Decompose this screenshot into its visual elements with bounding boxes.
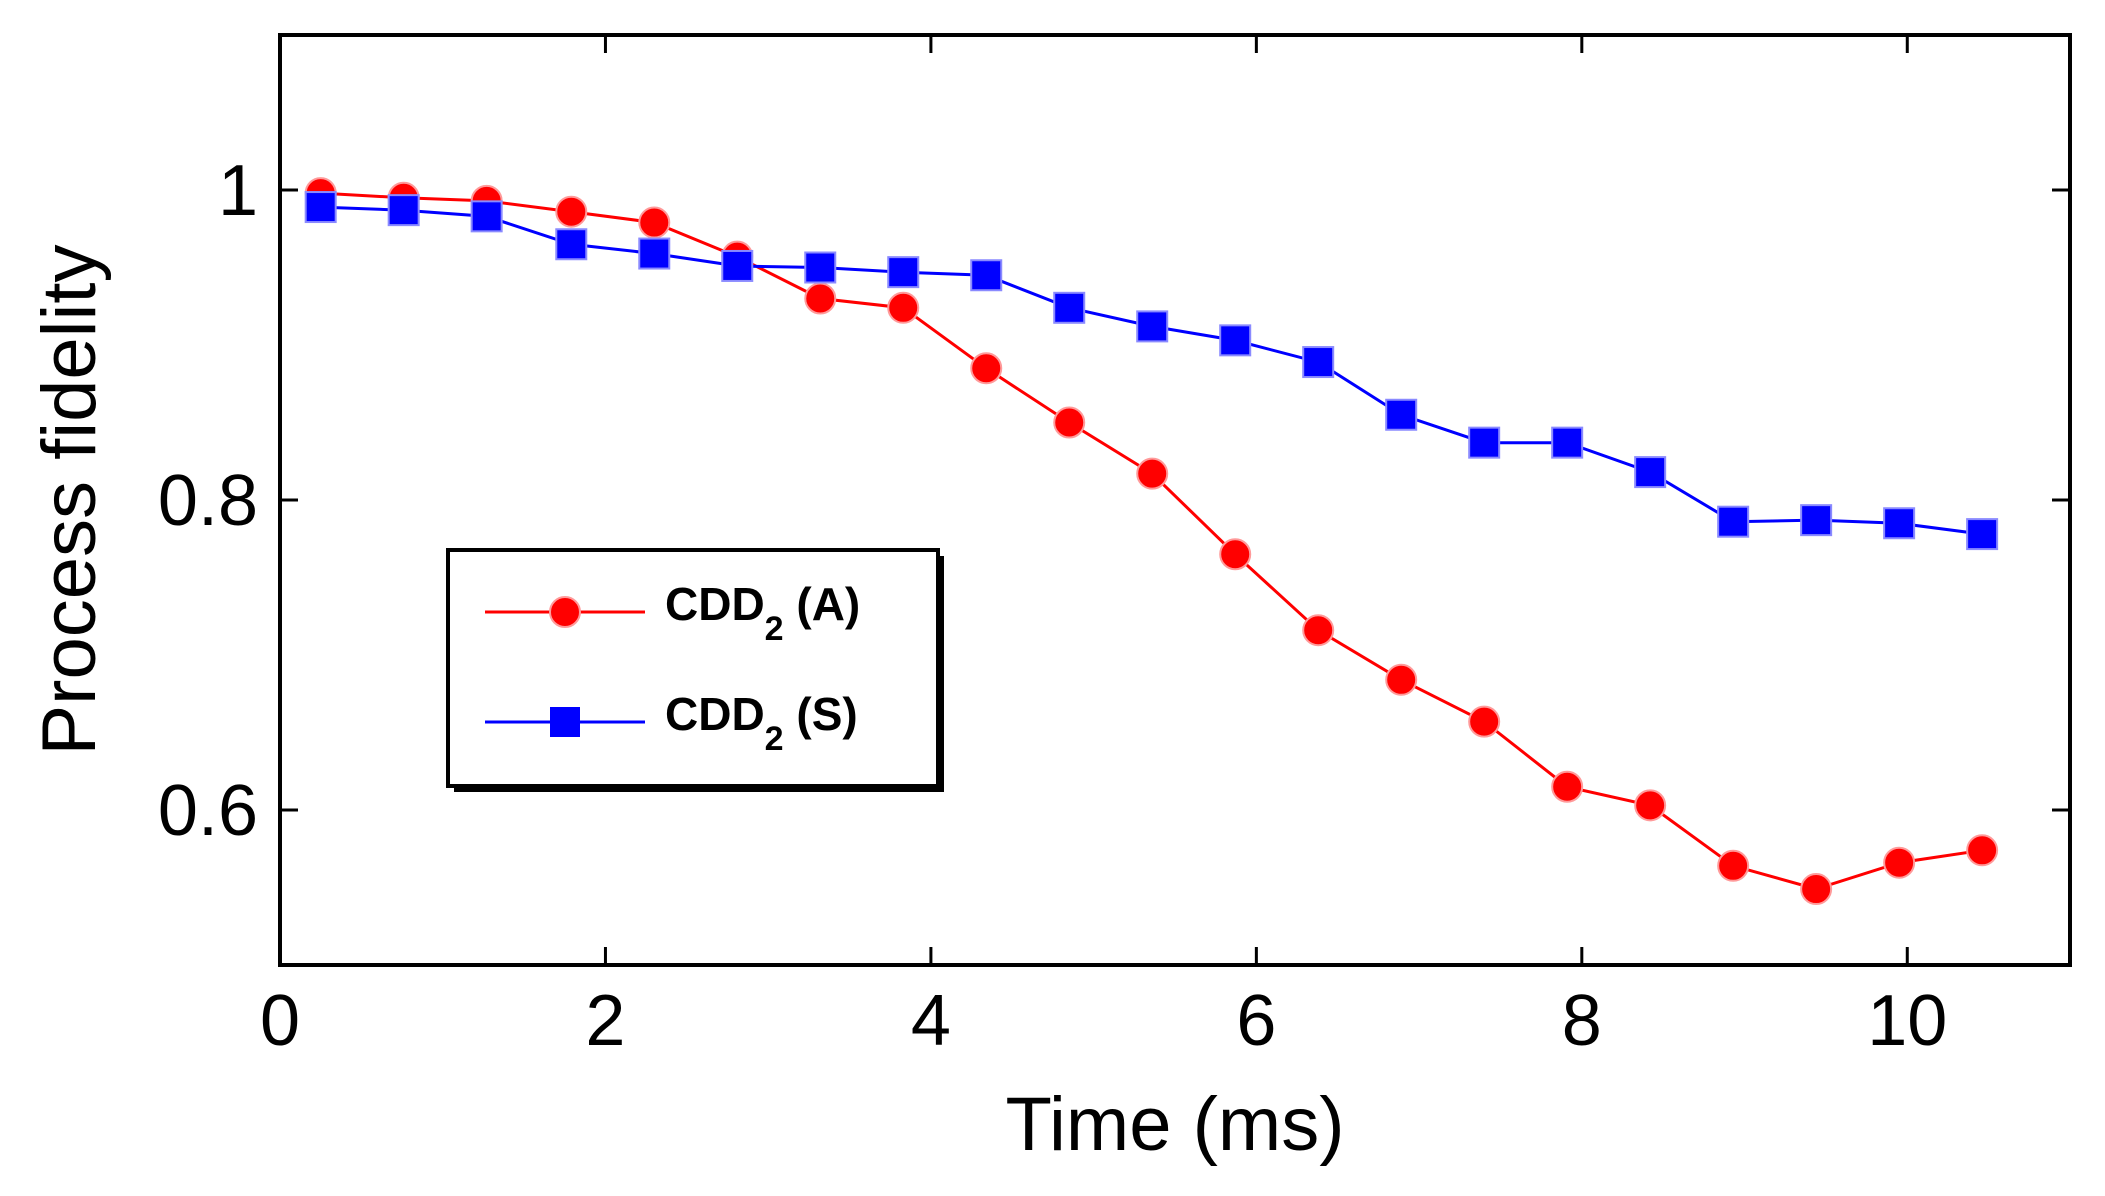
data-point-circle [1468,705,1501,738]
data-point-square [804,251,837,284]
plot-frame [278,33,2072,967]
plot-area [278,33,2072,967]
legend-label: CDD2 (A) [665,578,860,648]
data-point-square [638,237,671,270]
series-layer [304,177,1999,906]
data-point-square [304,191,337,224]
data-point-circle [1136,457,1169,490]
legend-label: CDD2 (S) [665,688,858,758]
data-point-square [555,228,588,261]
data-point-square [1136,310,1169,343]
data-point-circle [1634,789,1667,822]
data-point-circle [970,352,1003,385]
data-point-square [887,256,920,289]
x-tick-label: 10 [1867,981,1947,1061]
data-point-circle [638,206,671,239]
x-tick-label: 0 [260,981,300,1061]
y-axis-label: Process fidelity [27,244,112,755]
x-tick-label: 2 [585,981,625,1061]
data-point-square [1053,291,1086,324]
data-point-circle [804,282,837,315]
data-point-square [387,194,420,227]
data-point-square [1717,505,1750,538]
data-point-circle [1551,770,1584,803]
legend: CDD2 (A) CDD2 (S) [446,548,944,792]
data-point-circle [1302,614,1335,647]
series-cdd2-s [304,191,1999,551]
x-tick-label: 8 [1562,981,1602,1061]
x-axis-label: Time (ms) [1005,1082,1344,1167]
data-point-square [1883,507,1916,540]
data-point-circle [887,291,920,324]
data-point-square [1219,324,1252,357]
data-point-circle [1966,834,1999,867]
data-point-circle [1883,846,1916,879]
data-point-square [721,249,754,282]
data-point-square [470,200,503,233]
y-tick-label: 1 [218,151,258,231]
data-point-square [970,259,1003,292]
data-point-square [1385,398,1418,431]
y-tick-label: 0.6 [158,771,258,851]
legend-marker-square [550,707,580,737]
y-tick-label: 0.8 [158,461,258,541]
data-point-circle [1053,406,1086,439]
legend-entry: CDD2 (S) [485,688,858,758]
data-point-square [1634,456,1667,489]
data-point-circle [1800,873,1833,906]
data-point-circle [555,195,588,228]
data-point-square [1800,504,1833,537]
data-point-circle [1717,849,1750,882]
legend-box [446,548,940,788]
data-point-circle [1219,538,1252,571]
axis-ticks: 0 2 4 6 8 10 0.6 0.8 1 [158,35,2070,1061]
legend-entry: CDD2 (A) [485,578,860,648]
data-point-square [1468,426,1501,459]
data-point-square [1551,426,1584,459]
data-point-circle [1385,663,1418,696]
x-tick-label: 4 [911,981,951,1061]
data-point-square [1966,518,1999,551]
legend-marker-circle [549,596,581,628]
data-point-square [1302,346,1335,379]
x-tick-label: 6 [1236,981,1276,1061]
